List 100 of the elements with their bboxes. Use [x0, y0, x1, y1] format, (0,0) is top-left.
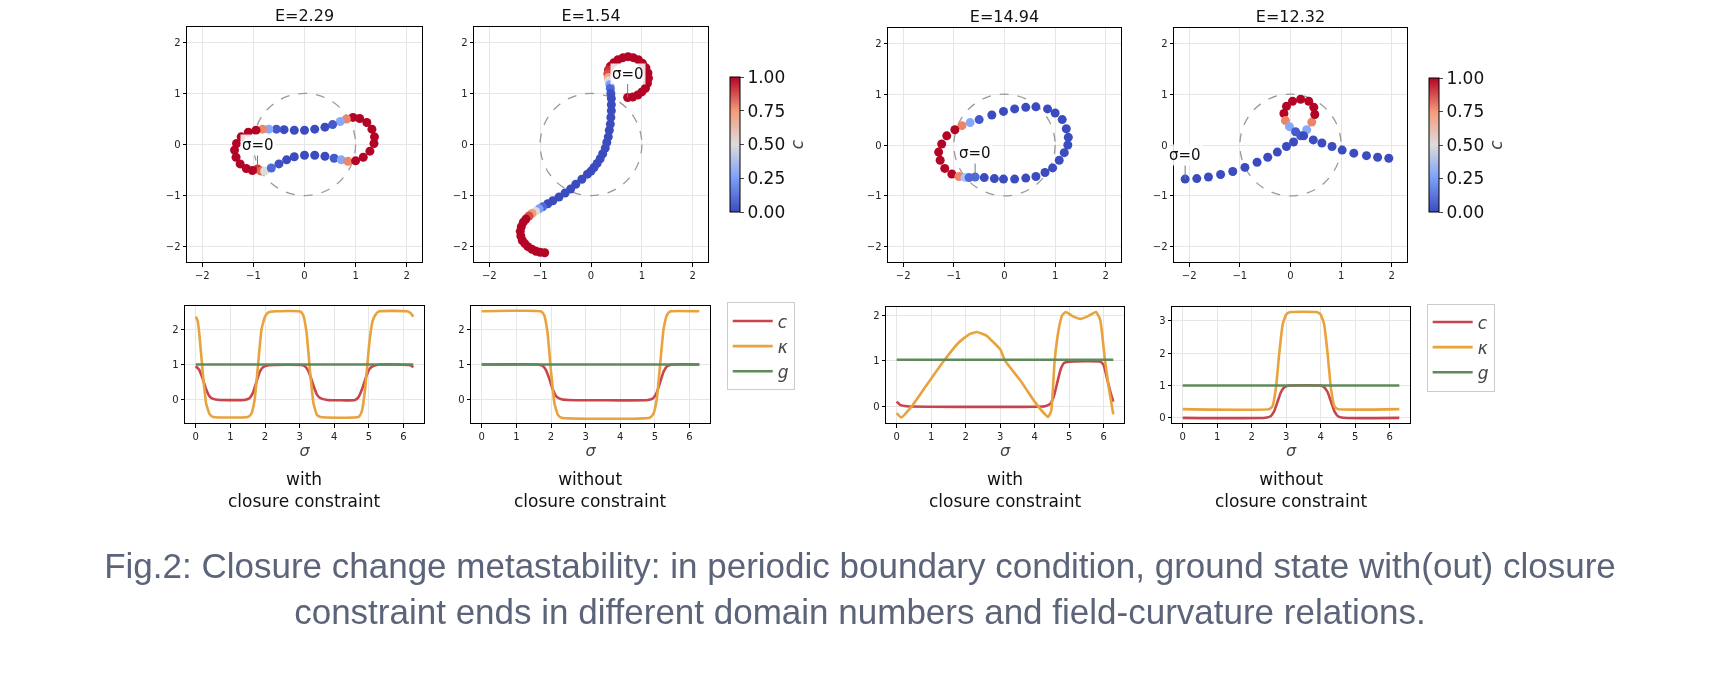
y-tick-label: 1: [461, 87, 468, 99]
point: [1337, 145, 1347, 155]
point: [935, 155, 945, 165]
point: [1010, 174, 1020, 184]
point: [998, 106, 1008, 116]
x-tick-label: 1: [1337, 269, 1345, 281]
y-tick-label: 3: [1159, 315, 1166, 327]
point: [1021, 102, 1031, 112]
x-tick-label: 0: [1287, 269, 1294, 281]
point: [1043, 104, 1053, 114]
y-tick-label: 1: [875, 88, 882, 100]
chart-title: E=2.29: [274, 6, 335, 25]
x-tick-label: 2: [261, 430, 269, 442]
point: [1384, 153, 1394, 163]
y-tick-label: 2: [875, 37, 882, 49]
point: [947, 169, 957, 179]
x-tick-label: 3: [296, 430, 303, 442]
x-tick-label: 2: [1388, 269, 1395, 281]
text: without closure constraint: [1215, 469, 1368, 512]
color-bar-label: 0.00: [747, 201, 786, 222]
point: [965, 118, 975, 128]
y-tick-label: 1: [873, 355, 880, 367]
color-bar-title: c: [1486, 139, 1507, 150]
point: [335, 117, 345, 127]
x-tick-label: 1: [1214, 430, 1221, 442]
x-tick-label: 1: [352, 269, 359, 281]
point: [289, 125, 299, 135]
y-tick-label: −2: [452, 241, 468, 253]
point: [1050, 108, 1060, 118]
legend-label: c: [777, 311, 788, 332]
x-tick-label: 3: [582, 430, 589, 442]
point: [358, 152, 368, 162]
point: [974, 115, 984, 125]
point: [282, 155, 292, 165]
annotation: σ=0: [1169, 146, 1201, 164]
x-tick-label: −2: [895, 269, 911, 281]
point: [964, 173, 974, 183]
x-tick-label: 2: [1248, 430, 1255, 442]
point: [957, 121, 967, 131]
point: [274, 159, 284, 169]
y-tick-label: 1: [1161, 88, 1168, 100]
y-tick-label: 0: [174, 139, 181, 150]
x-tick-label: 2: [403, 269, 410, 281]
point: [1021, 173, 1031, 183]
point: [251, 125, 261, 135]
point: [1308, 135, 1318, 145]
y-tick-label: 2: [172, 323, 179, 335]
y-tick-label: 2: [1159, 347, 1166, 359]
x-tick-label: −2: [481, 269, 497, 281]
y-tick-label: 2: [458, 323, 465, 335]
legend-label: κ: [1477, 337, 1488, 358]
point: [1373, 152, 1383, 162]
x-tick-label: 3: [996, 430, 1004, 442]
point: [351, 156, 361, 166]
y-tick-label: −1: [866, 190, 882, 202]
x-tick-label: 0: [301, 269, 308, 281]
chart-title: E=12.32: [1255, 7, 1326, 26]
point: [1057, 115, 1067, 125]
y-tick-label: 2: [873, 309, 880, 321]
x-tick-label: 3: [1282, 430, 1290, 442]
x-tick-label: −1: [246, 269, 261, 281]
color-bar-label: 0.00: [1446, 201, 1485, 222]
point: [1281, 101, 1291, 111]
point: [1228, 166, 1238, 176]
point: [300, 150, 309, 160]
color-bar-label: 0.25: [747, 168, 786, 189]
point: [289, 152, 299, 162]
y-tick-label: 1: [458, 359, 465, 370]
point: [1031, 172, 1041, 182]
point: [1059, 148, 1069, 158]
y-tick-label: 2: [1161, 37, 1168, 49]
point: [1289, 137, 1299, 147]
x-tick-label: 2: [1102, 269, 1109, 281]
y-tick-label: −1: [165, 190, 181, 202]
x-tick-label: 0: [478, 430, 485, 442]
point: [1361, 151, 1371, 161]
y-tick-label: 0: [873, 400, 880, 412]
y-tick-label: 2: [461, 36, 468, 48]
y-tick-label: 0: [875, 139, 882, 151]
point: [362, 118, 372, 128]
point: [266, 163, 276, 173]
point: [343, 156, 353, 166]
annotation: σ=0: [959, 144, 991, 162]
x-tick-label: 1: [928, 430, 935, 442]
x-tick-label: 2: [547, 430, 555, 442]
point: [1296, 94, 1306, 104]
y-tick-label: −1: [1152, 190, 1168, 202]
point: [1291, 127, 1301, 137]
y-tick-label: −2: [1152, 241, 1168, 253]
x-tick-label: −1: [532, 269, 548, 281]
x-tick-label: 0: [192, 430, 199, 442]
y-tick-label: −2: [165, 241, 181, 253]
legend-label: g: [777, 361, 789, 382]
x-tick-label: 5: [1351, 430, 1359, 442]
y-tick-label: −1: [452, 190, 468, 202]
point: [310, 150, 320, 160]
point: [1031, 102, 1041, 112]
y-tick-label: 0: [458, 394, 465, 406]
y-tick-label: 1: [174, 87, 181, 99]
y-tick-label: 0: [1159, 412, 1166, 424]
